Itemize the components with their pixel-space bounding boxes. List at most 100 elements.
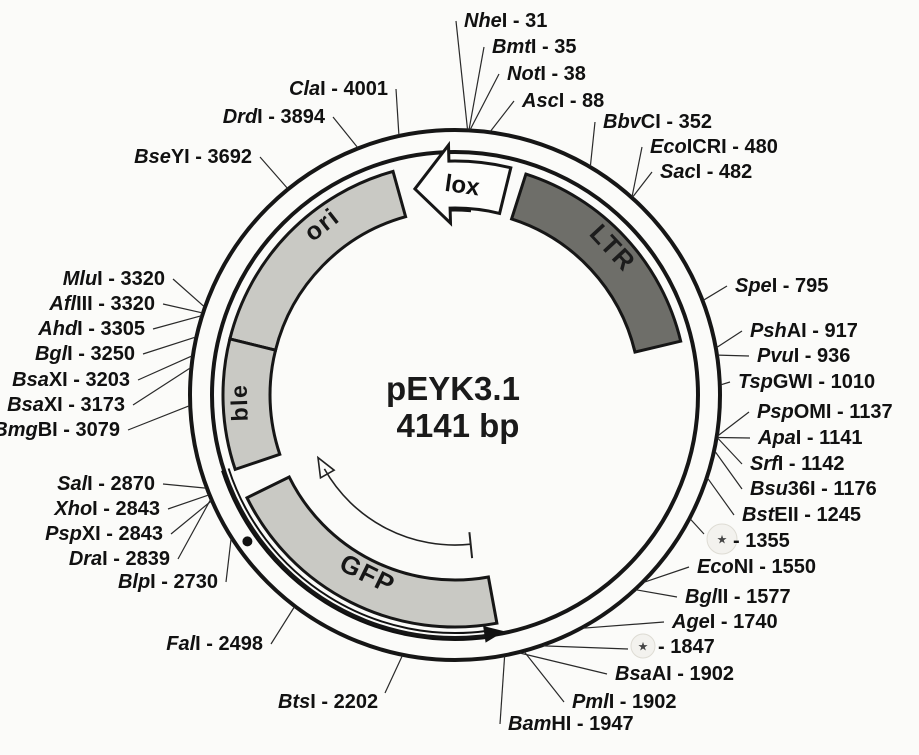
- site-leader-line: [499, 656, 506, 725]
- restriction-site-label: NheI - 31: [464, 10, 547, 32]
- restriction-site-label: BglII - 1577: [685, 586, 791, 608]
- restriction-site-label: AhdI - 3305: [37, 318, 145, 340]
- site-leader-line: [225, 538, 232, 583]
- site-leader-line: [589, 121, 596, 167]
- site-leader-line: [716, 330, 743, 349]
- site-leader-line: [259, 156, 288, 189]
- restriction-site-label: BglI - 3250: [35, 343, 135, 365]
- restriction-site-label: EcoICRI - 480: [650, 136, 778, 158]
- site-leader-line: [632, 171, 653, 198]
- restriction-site-label: BsaAI - 1902: [615, 663, 734, 685]
- restriction-site-label: PspOMI - 1137: [757, 401, 893, 423]
- restriction-site-label: AscI - 88: [521, 90, 604, 112]
- restriction-site-label: BstEII - 1245: [742, 504, 861, 526]
- restriction-site-label: EcoNI - 1550: [697, 556, 816, 578]
- site-leader-line: [384, 655, 403, 694]
- site-leader-line: [142, 336, 196, 355]
- restriction-site-label: BsaXI - 3203: [12, 369, 130, 391]
- restriction-site-label: XhoI - 2843: [53, 498, 160, 520]
- restriction-site-label: DrdI - 3894: [223, 106, 326, 128]
- restriction-site-label: BsaXI - 3173: [7, 394, 125, 416]
- feature-arc-ltr: [509, 172, 683, 354]
- restriction-site-label: PmlI - 1902: [572, 691, 677, 713]
- site-leader-line: [635, 589, 678, 598]
- restriction-site-label: BmtI - 35: [492, 36, 576, 58]
- site-leader-line: [152, 315, 202, 330]
- feature-label-ble: ble: [225, 383, 252, 422]
- restriction-site-label: Bsu36I - 1176: [750, 478, 877, 500]
- site-leader-line: [170, 500, 212, 535]
- restriction-site-label: PvuI - 936: [757, 345, 850, 367]
- site-leader-line: [582, 621, 665, 629]
- restriction-site-label: FalI - 2498: [166, 633, 263, 655]
- restriction-site-label: BtsI - 2202: [278, 691, 378, 713]
- plasmid-size: 4141 bp: [397, 407, 520, 444]
- site-leader-line: [543, 645, 629, 650]
- site-leader-line: [707, 477, 735, 516]
- lox-arrow-label: lox: [443, 170, 482, 202]
- site-leader-line: [714, 451, 743, 490]
- star-site-circle: [630, 633, 656, 659]
- site-leader-line: [717, 354, 750, 357]
- ring-dot-marker: [242, 536, 253, 547]
- restriction-site-label: BamHI - 1947: [508, 713, 634, 735]
- backbone-inner-ring: [210, 150, 700, 640]
- plasmid-name: pEYK3.1: [386, 370, 520, 407]
- lox-arrow: [412, 140, 513, 227]
- site-leader-line: [689, 518, 705, 535]
- site-leader-line: [395, 88, 400, 136]
- inner-transcript-arc: [323, 468, 471, 546]
- restriction-site-label: PspXI - 2843: [45, 523, 163, 545]
- feature-arc-gfp: [244, 474, 499, 629]
- restriction-site-label: BseYI - 3692: [134, 146, 252, 168]
- site-leader-line: [127, 405, 190, 431]
- site-leader-line: [172, 278, 205, 308]
- site-leader-line: [717, 411, 750, 437]
- site-leader-line: [177, 499, 212, 560]
- star-site-icon: ★: [717, 533, 728, 547]
- site-leader-line: [469, 73, 500, 130]
- restriction-site-label: DraI - 2839: [69, 548, 170, 570]
- restriction-site-label: PshAI - 917: [750, 320, 858, 342]
- restriction-site-label: SrfI - 1142: [750, 453, 845, 475]
- site-leader-line: [270, 606, 295, 645]
- restriction-site-label: AgeI - 1740: [671, 611, 778, 633]
- restriction-site-label: SacI - 482: [660, 161, 752, 183]
- star-site-circle: [706, 523, 738, 555]
- backbone-outer-ring: [188, 128, 722, 662]
- restriction-site-label: ClaI - 4001: [289, 78, 388, 100]
- inner-transcript-tbar: [468, 532, 474, 559]
- site-leader-line: [332, 116, 359, 148]
- site-leader-line: [703, 285, 728, 301]
- inner-transcript-arrowhead: [316, 455, 336, 480]
- site-leader-line: [455, 20, 469, 130]
- restriction-site-label: MluI - 3320: [63, 268, 165, 290]
- restriction-site-label: ApaI - 1141: [757, 427, 863, 449]
- restriction-site-label: - 1355: [733, 530, 790, 552]
- restriction-site-label: NotI - 38: [507, 63, 586, 85]
- site-leader-line: [631, 146, 643, 197]
- site-leader-line: [162, 483, 206, 489]
- star-site-icon: ★: [638, 640, 649, 654]
- site-leader-line: [720, 381, 731, 386]
- gfp-direction-arrowhead: [483, 626, 505, 643]
- site-leader-line: [717, 436, 751, 439]
- restriction-site-label: AflIII - 3320: [48, 293, 155, 315]
- restriction-site-label: BmgBI - 3079: [0, 419, 120, 441]
- restriction-site-label: BlpI - 2730: [118, 571, 218, 593]
- restriction-site-label: SalI - 2870: [57, 473, 155, 495]
- feature-arc-ble: [221, 337, 282, 472]
- site-leader-line: [519, 652, 608, 675]
- restriction-site-label: TspGWI - 1010: [738, 371, 875, 393]
- site-leader-line: [132, 367, 191, 406]
- site-leader-line: [468, 46, 485, 130]
- site-leader-line: [643, 566, 690, 583]
- site-leader-line: [167, 494, 209, 510]
- gfp-direction-arc-2: [221, 470, 490, 641]
- feature-arc-ori: [228, 169, 408, 353]
- site-leader-line: [162, 303, 203, 314]
- site-leader-line: [717, 437, 743, 465]
